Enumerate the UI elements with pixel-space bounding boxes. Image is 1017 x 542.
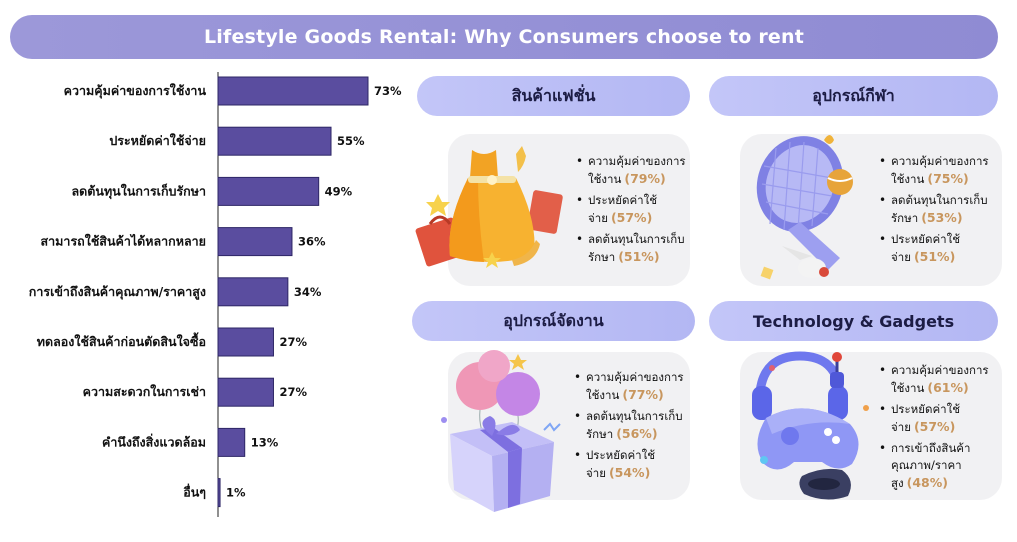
list-item: ความคุ้มค่าของการใช้งาน(61%) [879,362,997,397]
card-fashion-title: สินค้าแฟชั่น [417,76,690,116]
category-label: สามารถใช้สินค้าได้หลากหลาย [41,234,206,249]
data-label: 49% [325,184,353,198]
page-title: Lifestyle Goods Rental: Why Consumers ch… [203,26,804,48]
data-label: 1% [226,486,246,500]
category-label: ความคุ้มค่าของการใช้งาน [64,83,207,99]
category-label: คำนึงถึงสิ่งแวดล้อม [102,433,206,449]
gift-balloon-icon [441,350,561,512]
bar [217,377,274,407]
list-item: ประหยัดค่าใช้จ่าย(57%) [576,192,688,227]
category-label: อื่นๆ [183,484,207,500]
card-sports-title: อุปกรณ์กีฬา [709,76,998,116]
bar [217,478,221,508]
category-label: ลดต้นทุนในการเก็บรักษา [72,183,207,199]
bar [217,176,320,206]
card-sports-reasons: ความคุ้มค่าของการใช้งาน(75%) ลดต้นทุนในก… [879,153,997,270]
data-label: 27% [279,385,307,399]
category-label: ทดลองใช้สินค้าก่อนตัดสินใจซื้อ [37,332,206,349]
data-label: 36% [298,235,326,249]
bar [217,427,246,457]
card-tech-title: Technology & Gadgets [709,301,998,341]
card-fashion-reasons: ความคุ้มค่าของการใช้งาน(79%) ประหยัดค่าใ… [576,153,688,270]
list-item: ความคุ้มค่าของการใช้งาน(79%) [576,153,688,188]
category-label: ความสะดวกในการเช่า [83,384,206,399]
list-item: ลดต้นทุนในการเก็บรักษา(53%) [879,192,997,227]
list-item: ประหยัดค่าใช้จ่าย(54%) [574,447,688,482]
data-label: 55% [337,134,365,148]
card-event-reasons: ความคุ้มค่าของการใช้งาน(77%) ลดต้นทุนในก… [574,369,688,486]
category-label: การเข้าถึงสินค้าคุณภาพ/ราคาสูง [29,284,206,300]
bar [217,227,293,257]
list-item: ประหยัดค่าใช้จ่าย(57%) [879,401,997,436]
bar [217,327,274,357]
data-label: 13% [251,435,279,449]
list-item: การเข้าถึงสินค้าคุณภาพ/ราคาสูง(48%) [879,440,997,492]
list-item: ความคุ้มค่าของการใช้งาน(75%) [879,153,997,188]
data-label: 73% [374,84,402,98]
list-item: ลดต้นทุนในการเก็บรักษา(56%) [574,408,688,443]
data-label: 27% [279,335,307,349]
list-item: ลดต้นทุนในการเก็บรักษา(51%) [576,231,688,266]
fashion-dress-icon [415,146,563,268]
bar [217,126,332,156]
card-event-title: อุปกรณ์จัดงาน [412,301,695,341]
gamepad-headphones-icon [752,351,869,500]
title-bar: Lifestyle Goods Rental: Why Consumers ch… [10,15,998,59]
data-label: 34% [294,285,322,299]
tennis-racket-icon [756,135,853,280]
reasons-bar-chart: ความคุ้มค่าของการใช้งาน 73% ประหยัดค่าใช้จ… [29,72,402,517]
bar [217,76,369,106]
list-item: ความคุ้มค่าของการใช้งาน(77%) [574,369,688,404]
category-label: ประหยัดค่าใช้จ่าย [109,133,206,148]
bar [217,277,289,307]
card-tech-reasons: ความคุ้มค่าของการใช้งาน(61%) ประหยัดค่าใ… [879,362,997,496]
list-item: ประหยัดค่าใช้จ่าย(51%) [879,231,997,266]
